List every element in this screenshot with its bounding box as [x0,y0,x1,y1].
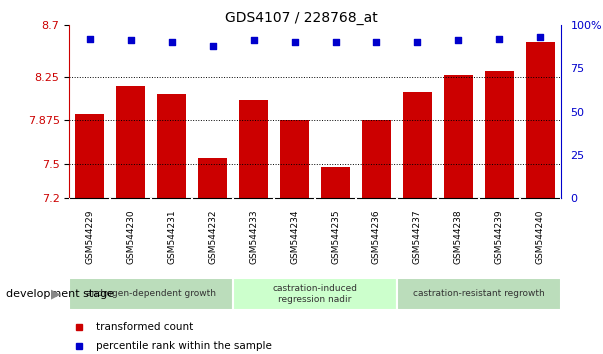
Text: percentile rank within the sample: percentile rank within the sample [96,341,272,351]
Bar [403,92,432,198]
Text: GSM544234: GSM544234 [290,210,299,264]
Text: GSM544231: GSM544231 [167,210,176,264]
Bar [321,167,350,198]
Text: castration-induced
regression nadir: castration-induced regression nadir [273,284,358,303]
Text: GSM544235: GSM544235 [331,210,340,264]
Bar [157,94,186,198]
Point [371,39,381,45]
Bar [198,158,227,198]
FancyBboxPatch shape [397,278,561,310]
Text: castration-resistant regrowth: castration-resistant regrowth [413,289,545,298]
Text: GSM544239: GSM544239 [495,210,504,264]
Text: ▶: ▶ [51,287,60,300]
Bar [116,86,145,198]
Point [126,38,136,43]
Bar [362,120,391,198]
Point [167,39,177,45]
Text: GSM544240: GSM544240 [536,210,545,264]
Text: GDS4107 / 228768_at: GDS4107 / 228768_at [225,11,378,25]
Text: development stage: development stage [6,289,114,299]
Bar [239,100,268,198]
Bar [75,114,104,198]
Bar [444,74,473,198]
FancyBboxPatch shape [69,278,233,310]
Point [535,34,545,40]
Point [494,36,504,41]
Bar [280,120,309,198]
Point [85,36,95,41]
Text: GSM544238: GSM544238 [454,210,463,264]
Text: GSM544236: GSM544236 [372,210,381,264]
Text: GSM544233: GSM544233 [249,210,258,264]
Text: transformed count: transformed count [96,322,194,332]
Text: GSM544230: GSM544230 [126,210,135,264]
Point [453,38,463,43]
Text: androgen-dependent growth: androgen-dependent growth [86,289,216,298]
Bar [485,71,514,198]
Text: GSM544237: GSM544237 [413,210,422,264]
Bar [526,42,555,198]
Text: GSM544229: GSM544229 [85,210,94,264]
Point [330,39,340,45]
FancyBboxPatch shape [233,278,397,310]
Point [290,39,300,45]
Point [208,43,218,48]
Point [249,38,259,43]
Text: GSM544232: GSM544232 [208,210,217,264]
Point [412,39,422,45]
